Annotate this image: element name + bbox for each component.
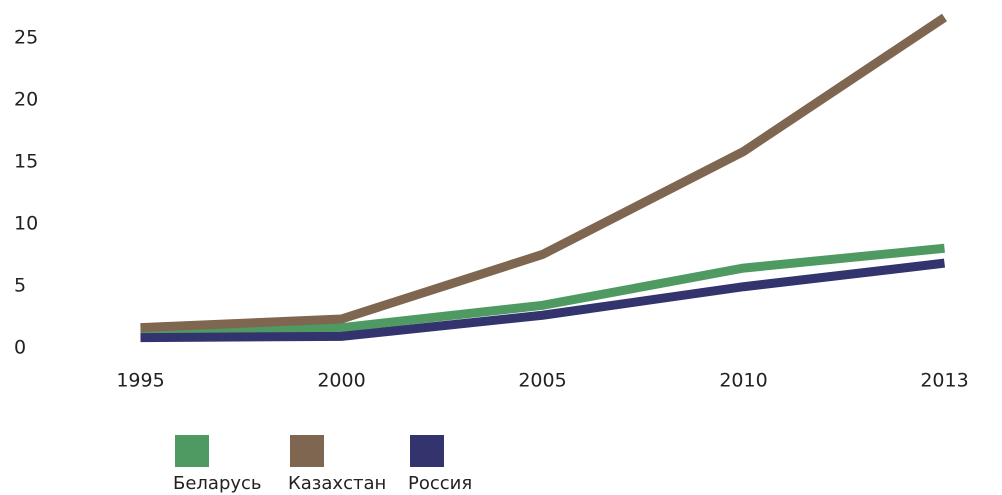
legend: Беларусь Казахстан Россия [173, 435, 472, 494]
y-tick-label: 20 [14, 88, 38, 110]
legend-label: Казахстан [288, 473, 386, 494]
legend-label: Беларусь [173, 473, 262, 494]
legend-label: Россия [408, 473, 472, 494]
series-line [140, 13, 947, 333]
x-tick-label: 1995 [116, 370, 164, 392]
y-tick-label: 25 [14, 26, 38, 48]
y-tick-label: 5 [14, 274, 26, 296]
y-tick-label: 15 [14, 150, 38, 172]
x-tick-label: 2000 [317, 370, 365, 392]
series-line [140, 243, 945, 339]
series-line [140, 258, 946, 343]
x-tick-label: 2013 [920, 370, 968, 392]
x-tick-label: 2005 [518, 370, 566, 392]
x-tick-label: 2010 [719, 370, 767, 392]
legend-swatch [175, 435, 209, 467]
y-tick-label: 10 [14, 212, 38, 234]
y-tick-label: 0 [14, 337, 26, 359]
legend-swatch [410, 435, 444, 467]
legend-swatch [290, 435, 324, 467]
